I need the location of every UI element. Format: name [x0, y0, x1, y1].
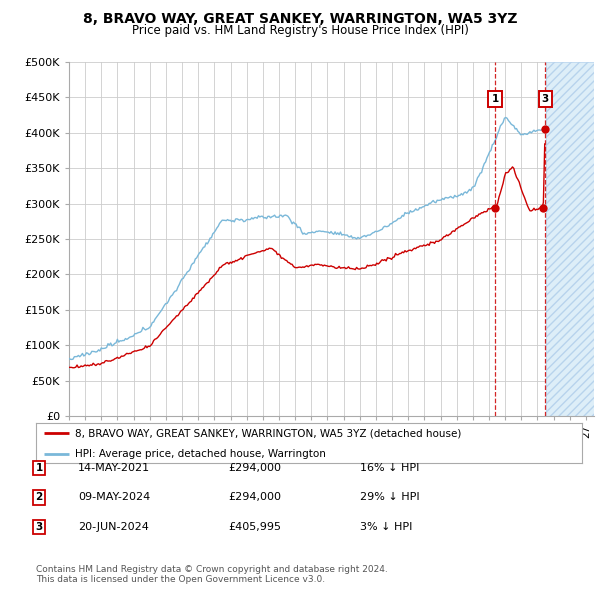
Text: HPI: Average price, detached house, Warrington: HPI: Average price, detached house, Warr…: [76, 448, 326, 458]
Text: 1: 1: [491, 94, 499, 104]
Text: 2: 2: [35, 493, 43, 502]
Text: £294,000: £294,000: [228, 463, 281, 473]
Text: £294,000: £294,000: [228, 493, 281, 502]
Text: 20-JUN-2024: 20-JUN-2024: [78, 522, 149, 532]
Text: Price paid vs. HM Land Registry's House Price Index (HPI): Price paid vs. HM Land Registry's House …: [131, 24, 469, 37]
Text: 3% ↓ HPI: 3% ↓ HPI: [360, 522, 412, 532]
Text: 09-MAY-2024: 09-MAY-2024: [78, 493, 150, 502]
Text: 16% ↓ HPI: 16% ↓ HPI: [360, 463, 419, 473]
Text: 1: 1: [35, 463, 43, 473]
Text: 3: 3: [541, 94, 548, 104]
Text: 8, BRAVO WAY, GREAT SANKEY, WARRINGTON, WA5 3YZ: 8, BRAVO WAY, GREAT SANKEY, WARRINGTON, …: [83, 12, 517, 26]
Text: 3: 3: [35, 522, 43, 532]
Text: Contains HM Land Registry data © Crown copyright and database right 2024.
This d: Contains HM Land Registry data © Crown c…: [36, 565, 388, 584]
Bar: [545, 62, 594, 416]
Text: £405,995: £405,995: [228, 522, 281, 532]
Bar: [545, 62, 594, 416]
Text: 8, BRAVO WAY, GREAT SANKEY, WARRINGTON, WA5 3YZ (detached house): 8, BRAVO WAY, GREAT SANKEY, WARRINGTON, …: [76, 428, 461, 438]
Text: 14-MAY-2021: 14-MAY-2021: [78, 463, 150, 473]
Text: 29% ↓ HPI: 29% ↓ HPI: [360, 493, 419, 502]
